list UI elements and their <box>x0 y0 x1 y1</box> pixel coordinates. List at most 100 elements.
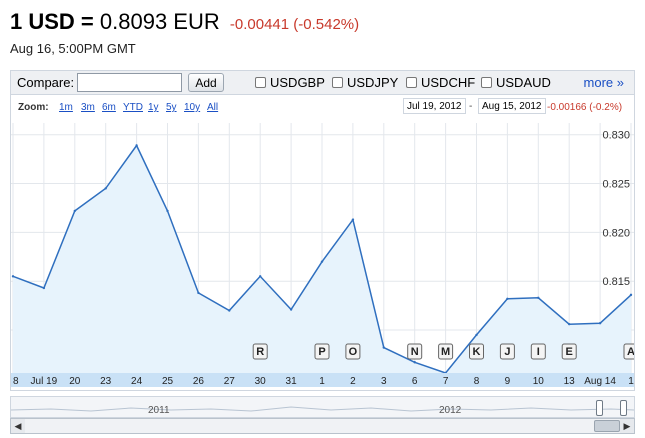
start-date-field[interactable]: Jul 19, 2012 <box>403 98 466 114</box>
compare-usdgbp-label: USDGBP <box>270 75 325 90</box>
zoom-all[interactable]: All <box>207 102 219 113</box>
news-flag-i[interactable]: I <box>530 343 546 360</box>
zoom-ytd[interactable]: YTD <box>123 102 143 113</box>
checkbox-icon[interactable] <box>332 77 343 88</box>
x-tick-label: 3 <box>381 376 387 387</box>
x-tick-label: 2 <box>350 376 356 387</box>
navigator-year-2011: 2011 <box>148 405 170 416</box>
zoom-5y[interactable]: 5y <box>166 102 177 113</box>
data-point <box>475 333 478 337</box>
data-point <box>382 346 385 349</box>
zoom-3m[interactable]: 3m <box>81 102 95 113</box>
news-flag-m[interactable]: M <box>438 343 454 360</box>
data-point <box>11 275 15 278</box>
compare-usdgbp[interactable]: USDGBP <box>255 75 325 90</box>
x-tick-label: Jul 19 <box>31 376 58 387</box>
compare-usdjpy-label: USDJPY <box>347 75 399 90</box>
data-point <box>228 309 231 312</box>
data-point <box>506 297 509 300</box>
news-flag-n[interactable]: N <box>407 343 423 360</box>
news-flag-j[interactable]: J <box>499 343 515 360</box>
navigator-right-handle[interactable] <box>620 400 627 416</box>
svg-text:M: M <box>441 346 450 358</box>
x-tick-label: 24 <box>131 376 143 387</box>
x-tick-label: 20 <box>69 376 81 387</box>
exchange-rate-value: 0.8093 EUR <box>99 9 220 34</box>
data-point <box>537 296 540 300</box>
currency-pair-label: 1 USD = <box>10 9 94 34</box>
checkbox-icon[interactable] <box>255 77 266 88</box>
compare-usdaud-label: USDAUD <box>496 75 551 90</box>
scrollbar-thumb[interactable] <box>594 420 620 432</box>
scroll-left-icon[interactable]: ◀ <box>11 419 25 433</box>
data-point <box>259 275 262 278</box>
x-tick-label: 8 <box>13 376 19 387</box>
end-date-field[interactable]: Aug 15, 2012 <box>478 98 546 114</box>
news-flag-r[interactable]: R <box>252 343 268 360</box>
zoom-6m[interactable]: 6m <box>102 102 116 113</box>
navigator-year-2012: 2012 <box>439 405 462 416</box>
zoom-10y[interactable]: 10y <box>184 102 201 113</box>
data-point <box>197 291 200 295</box>
svg-text:O: O <box>349 346 358 358</box>
compare-bar: Compare: Add USDGBP USDJPY USDCHF USDAUD… <box>10 70 635 94</box>
svg-text:A: A <box>627 346 634 358</box>
scroll-right-icon[interactable]: ▶ <box>620 419 634 433</box>
data-point <box>289 308 293 311</box>
x-tick-label: 31 <box>286 376 298 387</box>
compare-usdchf-label: USDCHF <box>421 75 476 90</box>
x-tick-label: 9 <box>505 376 511 387</box>
navigator-left-handle[interactable] <box>596 400 603 416</box>
compare-usdchf[interactable]: USDCHF <box>406 75 475 90</box>
compare-usdaud[interactable]: USDAUD <box>481 75 551 90</box>
data-point <box>104 187 107 190</box>
svg-text:K: K <box>473 346 481 358</box>
news-flag-e[interactable]: E <box>561 343 577 360</box>
checkbox-icon[interactable] <box>481 77 492 88</box>
data-point <box>135 144 138 147</box>
data-point <box>413 361 416 364</box>
more-link[interactable]: more » <box>583 75 624 90</box>
range-change: -0.00166 (-0.2%) <box>547 102 623 113</box>
compare-usdjpy[interactable]: USDJPY <box>332 75 398 90</box>
data-point <box>351 218 355 221</box>
navigator-sparkline <box>11 406 634 412</box>
checkbox-icon[interactable] <box>406 77 417 88</box>
svg-text:P: P <box>318 346 325 358</box>
svg-text:I: I <box>537 346 540 358</box>
add-button[interactable]: Add <box>188 73 224 92</box>
zoom-label: Zoom: <box>18 102 49 113</box>
zoom-1y[interactable]: 1y <box>148 102 159 113</box>
x-tick-label: 10 <box>533 376 545 387</box>
compare-input[interactable] <box>77 73 182 92</box>
x-tick-label: 7 <box>443 376 449 387</box>
quote-title: 1 USD = 0.8093 EUR -0.00441 (-0.542%) <box>10 9 359 35</box>
navigator-bar[interactable]: 2011 2012 <box>10 396 635 418</box>
news-flag-p[interactable]: P <box>314 343 330 360</box>
data-point <box>568 322 571 326</box>
x-tick-label: Aug 14 <box>584 376 616 387</box>
chart-panel: Zoom: 1m 3m 6m YTD 1y 5y 10y All Jul 19,… <box>10 94 635 391</box>
data-point <box>73 209 76 213</box>
x-tick-label: 6 <box>412 376 418 387</box>
news-flag-k[interactable]: K <box>469 343 484 360</box>
news-flag-o[interactable]: O <box>345 343 361 360</box>
zoom-1m[interactable]: 1m <box>59 102 73 113</box>
zoom-bar: Zoom: 1m 3m 6m YTD 1y 5y 10y All Jul 19,… <box>11 95 634 119</box>
x-tick-label: 1 <box>628 376 634 387</box>
data-point <box>320 260 324 263</box>
x-tick-label: 1 <box>319 376 325 387</box>
x-tick-label: 25 <box>162 376 174 387</box>
x-tick-label: 27 <box>224 376 236 387</box>
y-tick-label: 0.820 <box>602 227 630 239</box>
y-tick-label: 0.825 <box>602 179 630 191</box>
data-point <box>166 209 169 213</box>
news-flag-a[interactable]: A <box>623 343 634 360</box>
date-range-separator: - <box>469 101 473 112</box>
svg-text:E: E <box>566 346 573 358</box>
scrollbar[interactable]: ◀ ▶ <box>10 418 635 434</box>
x-tick-label: 8 <box>474 376 480 387</box>
rate-change: -0.00441 (-0.542%) <box>229 16 360 33</box>
data-point <box>42 286 46 290</box>
